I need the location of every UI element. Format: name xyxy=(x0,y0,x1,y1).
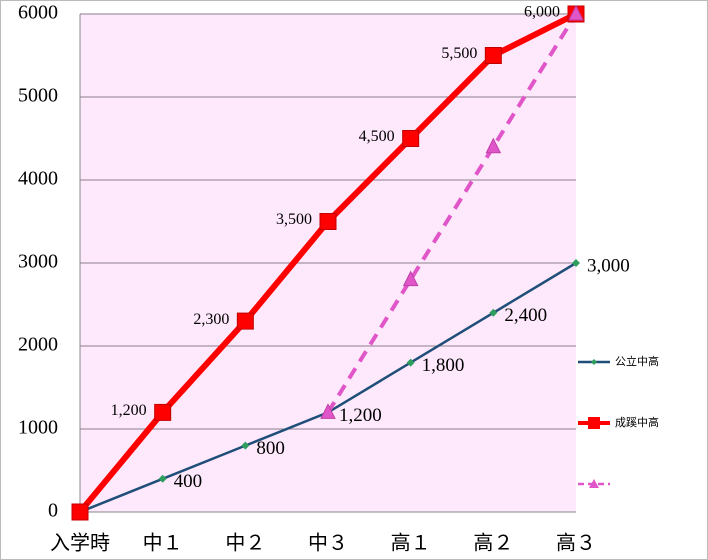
series-line xyxy=(326,12,578,414)
x-tick-label: 中２ xyxy=(225,532,265,555)
marker xyxy=(402,130,420,147)
x-tick-label: 入学時 xyxy=(50,532,110,555)
marker xyxy=(402,270,419,287)
y-tick-label: 3000 xyxy=(18,251,58,273)
legend-label: 成蹊中高 xyxy=(615,415,659,429)
x-tick-label: 中１ xyxy=(143,532,183,555)
marker xyxy=(568,4,584,21)
legend-label: 公立中高 xyxy=(615,354,659,368)
marker xyxy=(489,308,498,317)
marker xyxy=(241,441,250,450)
marker xyxy=(154,403,172,421)
value-label: 1,200 xyxy=(111,402,147,419)
y-tick-label: 0 xyxy=(48,500,58,522)
marker xyxy=(406,358,415,367)
value-label: 6,000 xyxy=(524,4,560,21)
marker xyxy=(320,403,336,419)
marker xyxy=(484,47,502,64)
marker xyxy=(236,312,254,330)
value-label: 1,200 xyxy=(339,405,382,426)
y-tick-label: 2000 xyxy=(18,334,58,356)
marker xyxy=(485,137,502,154)
marker xyxy=(319,213,337,230)
x-tick-label: 高３ xyxy=(556,532,596,555)
marker xyxy=(71,503,89,521)
value-label: 3,500 xyxy=(276,211,312,228)
y-tick-label: 1000 xyxy=(18,417,58,439)
x-tick-label: 高１ xyxy=(391,532,431,555)
marker xyxy=(572,259,580,267)
value-label: 2,300 xyxy=(193,311,229,328)
value-label: 5,500 xyxy=(441,45,477,62)
value-label: 3,000 xyxy=(587,255,630,276)
x-tick-label: 高２ xyxy=(473,532,513,555)
value-label: 1,800 xyxy=(422,355,465,376)
legend-marker xyxy=(591,359,597,365)
value-label: 400 xyxy=(174,471,203,492)
x-tick-label: 中３ xyxy=(308,532,348,555)
legend-marker xyxy=(589,479,599,488)
value-label: 800 xyxy=(256,438,285,459)
y-tick-label: 6000 xyxy=(18,2,58,24)
y-tick-label: 4000 xyxy=(18,168,58,190)
value-label: 2,400 xyxy=(504,305,547,326)
y-tick-label: 5000 xyxy=(18,85,58,107)
legend-marker xyxy=(588,417,600,429)
marker xyxy=(158,474,167,483)
value-label: 4,500 xyxy=(359,128,395,145)
